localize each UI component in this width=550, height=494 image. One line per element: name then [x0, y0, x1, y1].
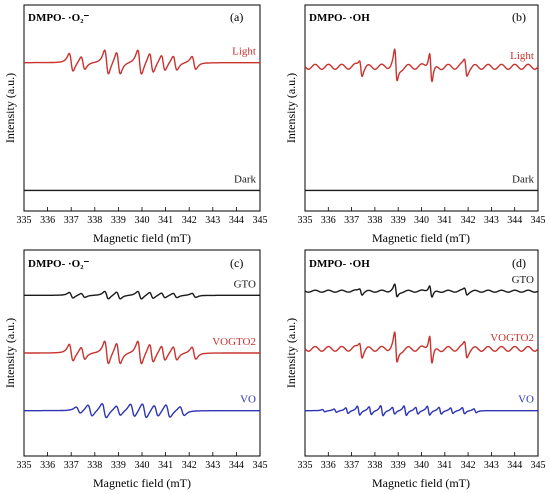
x-tick-label: 339: [111, 215, 126, 226]
y-axis-label: Intensity (a.u.): [3, 318, 17, 388]
x-tick-label: 341: [437, 460, 452, 471]
y-axis-label: Intensity (a.u.): [284, 318, 298, 388]
panel-c: DMPO- ·O₂⁻ (c) Magnetic field (mT) Inten…: [3, 249, 268, 490]
x-ticks: 335 336 337 338 339 340 341 342 343 344 345: [17, 207, 268, 226]
x-tick-label: 336: [40, 460, 55, 471]
panel-title: DMPO- ·OH: [309, 12, 370, 24]
x-tick-label: 343: [205, 460, 220, 471]
x-tick-label: 343: [205, 215, 220, 226]
series-line: [304, 283, 539, 298]
x-axis-label: Magnetic field (mT): [93, 476, 191, 490]
plot-frame: [304, 249, 539, 457]
panel-label: (b): [512, 10, 526, 24]
series-group: GTO VOGTO2 VO: [304, 274, 539, 417]
x-tick-label: 340: [135, 460, 150, 471]
y-axis-label: Intensity (a.u.): [3, 73, 17, 143]
series-label: VO: [240, 394, 256, 406]
panel-label: (a): [230, 10, 243, 24]
x-tick-label: 342: [461, 215, 476, 226]
x-tick-label: 338: [87, 460, 102, 471]
x-tick-label: 338: [367, 460, 382, 471]
x-tick-label: 337: [344, 215, 359, 226]
series-group: Light Dark: [23, 46, 261, 192]
series-label: GTO: [234, 278, 256, 290]
x-tick-label: 340: [135, 215, 150, 226]
panel-label: (c): [230, 256, 243, 270]
x-ticks: 335 336 337 338 339 340 341 342 343 344 345: [298, 452, 546, 471]
panel-title: DMPO- ·O₂⁻: [28, 12, 90, 24]
x-tick-label: 337: [64, 460, 79, 471]
x-tick-label: 336: [321, 215, 336, 226]
series-label: VO: [518, 394, 534, 406]
x-axis-label: Magnetic field (mT): [372, 231, 470, 245]
series-group: Light Dark: [304, 48, 539, 192]
plot-frame: [304, 4, 539, 212]
panel-b: DMPO- ·OH (b) Magnetic field (mT) Intens…: [284, 4, 546, 245]
x-tick-label: 335: [17, 215, 32, 226]
x-axis-label: Magnetic field (mT): [93, 231, 191, 245]
x-tick-label: 339: [391, 215, 406, 226]
x-tick-label: 343: [484, 460, 499, 471]
x-tick-label: 335: [298, 460, 313, 471]
panel-label: (d): [512, 256, 526, 270]
x-tick-label: 335: [298, 215, 313, 226]
x-tick-label: 341: [158, 215, 173, 226]
series-label: Dark: [234, 173, 256, 185]
x-tick-label: 345: [531, 215, 546, 226]
x-tick-label: 345: [531, 460, 546, 471]
x-tick-label: 344: [229, 215, 244, 226]
x-tick-label: 338: [367, 215, 382, 226]
x-tick-label: 344: [229, 460, 244, 471]
x-tick-label: 341: [437, 215, 452, 226]
x-tick-label: 342: [461, 460, 476, 471]
x-tick-label: 339: [391, 460, 406, 471]
x-ticks: 335 336 337 338 339 340 341 342 343 344 345: [17, 452, 268, 471]
series-label: Dark: [512, 173, 534, 185]
series-line: [23, 290, 261, 300]
x-tick-label: 340: [414, 215, 429, 226]
series-label: Light: [510, 50, 534, 62]
series-line: [304, 405, 539, 417]
panel-title: DMPO- ·OH: [309, 258, 370, 270]
series-line: [304, 48, 539, 83]
series-line: [304, 331, 539, 364]
x-axis-label: Magnetic field (mT): [372, 476, 470, 490]
series-line: [23, 403, 261, 419]
x-tick-label: 335: [17, 460, 32, 471]
series-line: [23, 49, 261, 75]
x-tick-label: 337: [344, 460, 359, 471]
x-tick-label: 342: [182, 460, 197, 471]
y-axis-label: Intensity (a.u.): [284, 73, 298, 143]
x-tick-label: 343: [484, 215, 499, 226]
panel-title: DMPO- ·O₂⁻: [28, 258, 90, 270]
x-tick-label: 338: [87, 215, 102, 226]
series-label: VOGTO2: [212, 336, 256, 348]
x-tick-label: 337: [64, 215, 79, 226]
x-tick-label: 340: [414, 460, 429, 471]
x-tick-label: 339: [111, 460, 126, 471]
series-group: GTO VOGTO2 VO: [23, 278, 261, 419]
series-label: VOGTO2: [490, 332, 534, 344]
series-label: GTO: [512, 274, 534, 286]
x-tick-label: 344: [507, 460, 522, 471]
x-tick-label: 345: [253, 460, 268, 471]
x-tick-label: 341: [158, 460, 173, 471]
panel-d: DMPO- ·OH (d) Magnetic field (mT) Intens…: [284, 249, 546, 490]
x-ticks: 335 336 337 338 339 340 341 342 343 344 345: [298, 207, 546, 226]
x-tick-label: 336: [40, 215, 55, 226]
series-label: Light: [232, 46, 256, 58]
series-line: [23, 340, 261, 365]
x-tick-label: 344: [507, 215, 522, 226]
x-tick-label: 336: [321, 460, 336, 471]
panel-a: DMPO- ·O₂⁻ (a) Magnetic field (mT) Inten…: [3, 4, 268, 245]
x-tick-label: 345: [253, 215, 268, 226]
plot-frame: [23, 4, 261, 212]
x-tick-label: 342: [182, 215, 197, 226]
